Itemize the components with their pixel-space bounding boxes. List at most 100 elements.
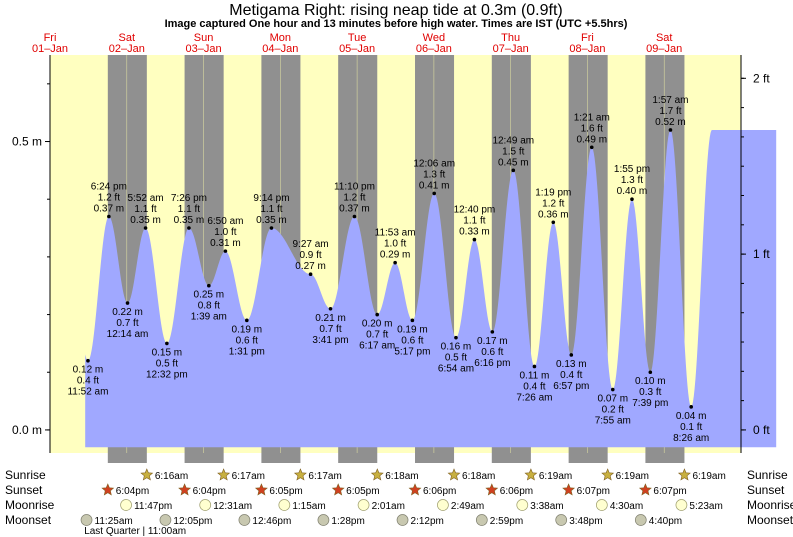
high-tide-label: 1:21 am1.6 ft0.49 m	[574, 112, 610, 145]
sunset-star-icon	[562, 483, 576, 496]
tide-height-ft: 0.7 ft	[116, 318, 138, 329]
tide-point	[107, 214, 111, 219]
tide-point	[511, 168, 516, 173]
tide-point	[569, 353, 574, 357]
tide-point	[454, 335, 458, 340]
event-time: 6:19am	[692, 471, 725, 482]
tide-point	[630, 197, 634, 202]
tide-time: 6:54 am	[438, 364, 474, 375]
tide-height-ft: 0.6 ft	[236, 335, 258, 346]
tide-point	[245, 318, 249, 323]
day-date: 04–Jan	[262, 43, 298, 55]
tide-time: 7:26 am	[516, 392, 552, 403]
night-band-tail	[568, 453, 608, 463]
tide-time: 7:26 pm	[171, 193, 207, 204]
high-tide-label: 9:14 pm1.1 ft0.35 m	[253, 193, 289, 226]
event-time: 6:04pm	[193, 486, 226, 497]
tide-point	[490, 330, 495, 334]
tide-height-m: 0.40 m	[617, 186, 648, 197]
tide-point	[86, 358, 90, 363]
tide-height-ft: 1.2 ft	[98, 193, 120, 204]
row-label-right: Sunset	[747, 483, 785, 497]
tide-height-ft: 1.6 ft	[581, 123, 603, 134]
moonset-icon	[159, 514, 172, 526]
moonrise-icon	[278, 499, 291, 511]
day-date: 07–Jan	[493, 43, 529, 55]
tide-point	[668, 128, 673, 132]
sunset-star-icon	[254, 483, 268, 496]
day-date: 08–Jan	[569, 43, 605, 55]
tide-height-m: 0.13 m	[556, 359, 587, 370]
event-time: 3:48pm	[569, 516, 602, 527]
tide-point	[689, 405, 693, 409]
tide-height-m: 0.04 m	[676, 411, 707, 422]
low-tide-label: 0.19 m0.6 ft1:31 pm	[229, 324, 265, 357]
tide-height-ft: 0.4 ft	[560, 370, 582, 381]
row-label-right: Moonset	[747, 513, 793, 527]
tide-time: 9:27 am	[292, 239, 328, 250]
day-weekday: Fri	[44, 32, 57, 44]
day-labels: Fri01–JanSat02–JanSun03–JanMon04–JanTue0…	[32, 32, 682, 55]
tide-height-ft: 0.4 ft	[77, 376, 99, 387]
tide-height-ft: 1.1 ft	[178, 204, 200, 215]
tide-time: 12:14 am	[107, 329, 149, 340]
tide-height-ft: 1.0 ft	[384, 239, 406, 250]
moonrise-icon	[437, 499, 449, 511]
tide-height-ft: 0.3 ft	[639, 387, 661, 398]
tide-point	[472, 237, 477, 242]
event-time: 12:46pm	[252, 516, 291, 527]
day-weekday: Mon	[270, 32, 291, 44]
tide-time: 6:57 pm	[553, 381, 589, 392]
night-band-tail	[415, 453, 455, 463]
sunset-star-icon	[638, 483, 652, 496]
day-weekday: Sun	[194, 32, 214, 44]
tide-height-m: 0.35 m	[130, 215, 161, 226]
event-time: 5:23am	[689, 501, 722, 512]
event-time: 6:17am	[232, 471, 265, 482]
tide-point	[432, 191, 437, 196]
tide-time: 12:40 pm	[454, 205, 496, 216]
high-tide-label: 1:57 am1.7 ft0.52 m	[652, 95, 688, 128]
tide-time: 1:55 pm	[614, 164, 650, 175]
high-tide-label: 6:50 am1.0 ft0.31 m	[207, 216, 243, 249]
moonset-icon	[80, 514, 93, 526]
event-time: 2:12pm	[411, 516, 444, 527]
high-tide-label: 11:10 pm1.2 ft0.37 m	[334, 182, 375, 215]
moonrise-icon	[357, 499, 370, 511]
tide-point	[328, 306, 333, 311]
tide-height-m: 0.07 m	[597, 394, 628, 405]
tide-height-ft: 0.6 ft	[401, 335, 423, 346]
tide-time: 6:24 pm	[91, 182, 127, 193]
day-weekday: Fri	[581, 32, 594, 44]
day-date: 01–Jan	[32, 43, 68, 55]
tide-point	[375, 312, 380, 317]
tide-point	[393, 260, 397, 265]
tide-height-m: 0.31 m	[210, 238, 241, 249]
tide-area	[85, 130, 777, 448]
tide-height-m: 0.35 m	[174, 215, 205, 226]
high-tide-label: 6:24 pm1.2 ft0.37 m	[91, 182, 127, 215]
event-time: 11:25am	[95, 516, 133, 527]
night-band-tail	[491, 453, 531, 463]
high-tide-label: 11:53 am1.0 ft0.29 m	[375, 228, 416, 261]
tide-height-ft: 0.9 ft	[299, 250, 321, 261]
moonrise-icon	[595, 499, 608, 511]
sunrise-star-icon	[524, 468, 538, 481]
tide-time: 1:57 am	[652, 95, 688, 106]
low-tide-label: 0.13 m0.4 ft6:57 pm	[553, 359, 589, 392]
tide-time: 5:17 pm	[394, 346, 430, 357]
event-time: 6:04pm	[116, 486, 149, 497]
tide-height-m: 0.19 m	[397, 324, 428, 335]
tide-time: 6:50 am	[207, 216, 243, 227]
event-time: 4:40pm	[649, 516, 682, 527]
tide-time: 5:52 am	[127, 193, 163, 204]
tide-height-ft: 1.1 ft	[463, 216, 485, 227]
tide-height-m: 0.17 m	[477, 336, 508, 347]
tide-time: 6:16 pm	[474, 358, 510, 369]
low-tide-label: 0.25 m0.8 ft1:39 am	[191, 290, 227, 323]
tide-height-m: 0.35 m	[256, 215, 287, 226]
tide-time: 12:32 pm	[146, 369, 188, 380]
tide-height-m: 0.37 m	[339, 204, 370, 215]
tide-height-ft: 0.7 ft	[366, 330, 388, 341]
